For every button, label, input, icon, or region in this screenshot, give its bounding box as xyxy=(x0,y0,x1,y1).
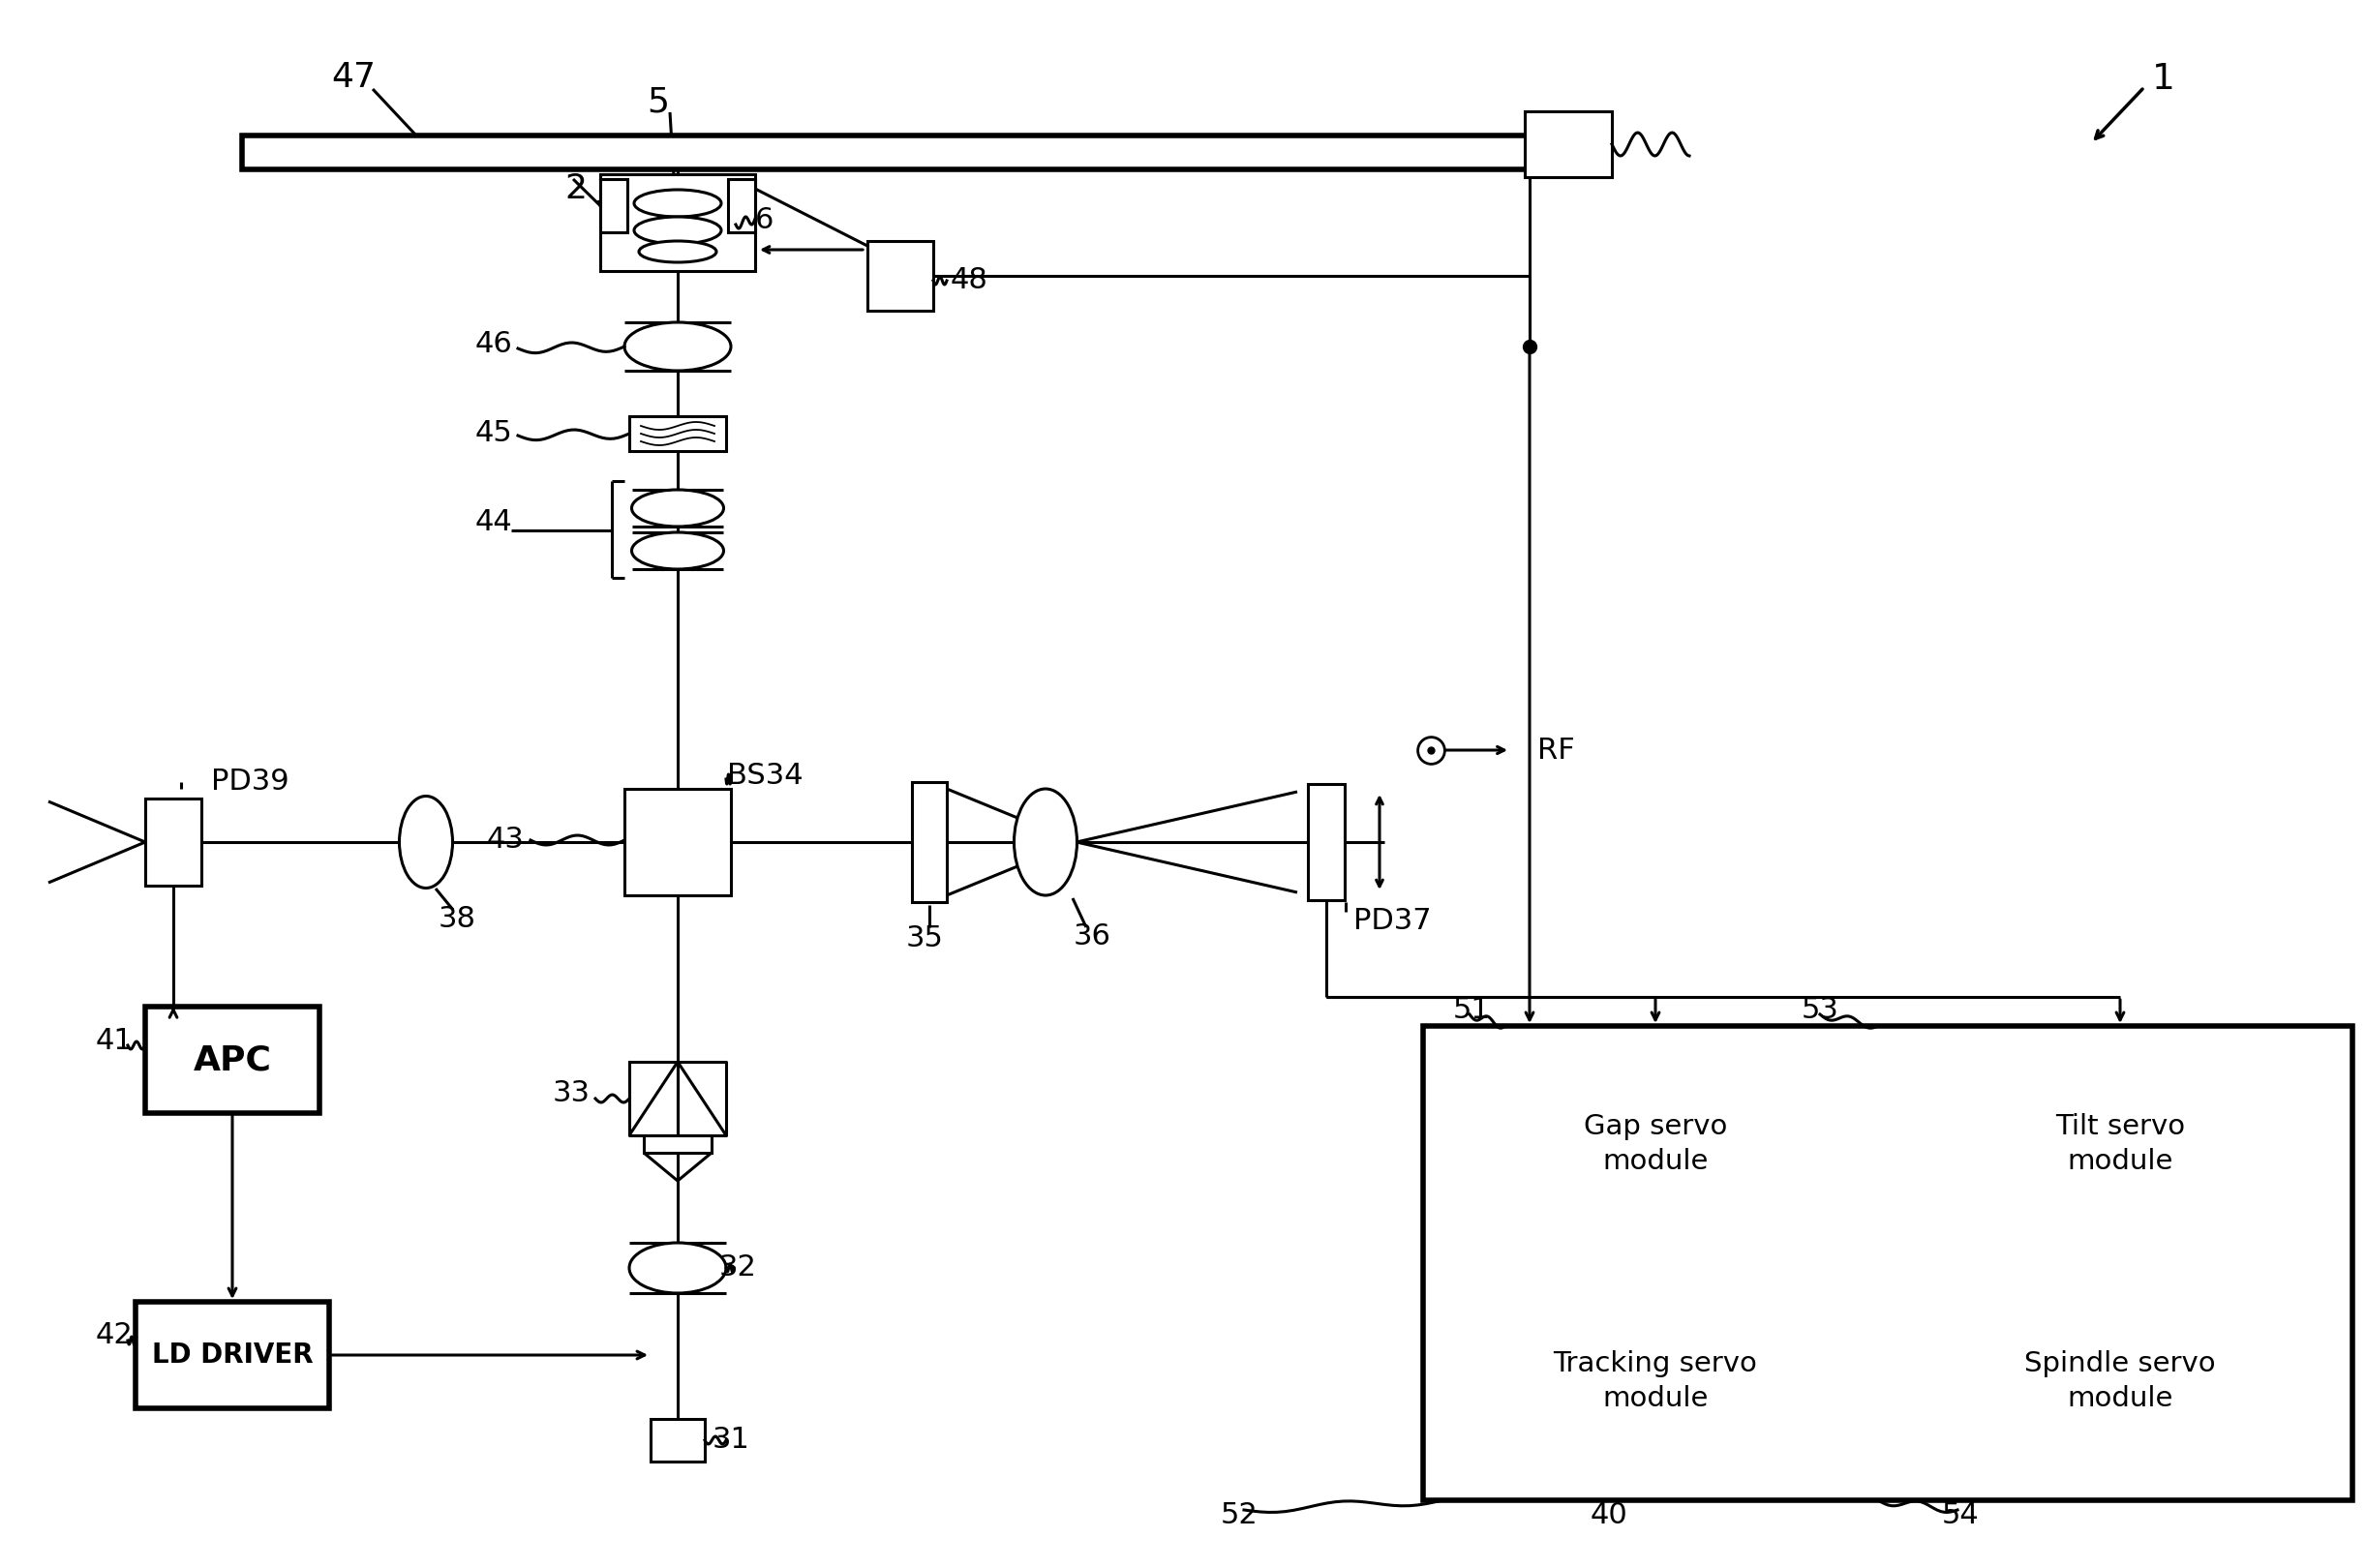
Text: Spindle servo: Spindle servo xyxy=(2025,1350,2217,1377)
Text: 47: 47 xyxy=(331,61,376,94)
Text: 6: 6 xyxy=(755,207,774,235)
Text: 48: 48 xyxy=(951,267,989,295)
Text: Tilt servo: Tilt servo xyxy=(2056,1113,2186,1140)
Text: 54: 54 xyxy=(1942,1501,1978,1529)
Text: 33: 33 xyxy=(551,1080,589,1107)
Text: 40: 40 xyxy=(1590,1501,1628,1529)
Text: 32: 32 xyxy=(719,1254,757,1283)
Ellipse shape xyxy=(639,241,717,262)
Ellipse shape xyxy=(634,190,722,216)
Text: 35: 35 xyxy=(906,925,944,953)
Bar xyxy=(1422,1025,2352,1501)
Text: 5: 5 xyxy=(648,85,670,118)
Text: PD39: PD39 xyxy=(211,768,289,797)
Text: 1: 1 xyxy=(2153,63,2174,97)
Bar xyxy=(1524,111,1611,177)
Text: APC: APC xyxy=(194,1043,272,1076)
Text: Gap servo: Gap servo xyxy=(1583,1113,1727,1140)
Ellipse shape xyxy=(625,323,731,370)
Text: 45: 45 xyxy=(476,419,513,447)
Text: Tracking servo: Tracking servo xyxy=(1554,1350,1758,1377)
Text: RF: RF xyxy=(1538,735,1576,764)
Bar xyxy=(1308,784,1344,900)
Ellipse shape xyxy=(634,216,722,245)
Text: 44: 44 xyxy=(476,508,513,536)
Bar xyxy=(651,1419,705,1461)
Bar xyxy=(625,789,731,895)
Bar xyxy=(729,179,755,232)
Text: LD DRIVER: LD DRIVER xyxy=(151,1342,312,1369)
Ellipse shape xyxy=(400,797,452,887)
Text: 51: 51 xyxy=(1453,996,1491,1024)
Bar xyxy=(601,179,627,232)
Bar xyxy=(629,416,726,452)
Text: 43: 43 xyxy=(487,825,525,853)
Text: 46: 46 xyxy=(476,329,513,358)
Text: module: module xyxy=(2068,1385,2172,1413)
Text: module: module xyxy=(1602,1385,1708,1413)
Text: 31: 31 xyxy=(712,1427,750,1454)
Ellipse shape xyxy=(632,533,724,569)
Text: 53: 53 xyxy=(1801,996,1838,1024)
Bar xyxy=(144,798,201,886)
Text: 42: 42 xyxy=(95,1322,132,1350)
Bar xyxy=(144,1007,319,1113)
Bar xyxy=(135,1301,329,1408)
Bar xyxy=(868,241,932,310)
Text: module: module xyxy=(1602,1148,1708,1174)
Bar xyxy=(601,174,755,271)
Text: 52: 52 xyxy=(1221,1501,1259,1529)
Text: PD37: PD37 xyxy=(1353,908,1431,936)
Text: 36: 36 xyxy=(1074,924,1110,950)
Text: 41: 41 xyxy=(95,1027,132,1055)
Bar xyxy=(241,135,1597,169)
Bar xyxy=(644,1135,712,1152)
Polygon shape xyxy=(47,801,144,883)
Text: module: module xyxy=(2068,1148,2172,1174)
Ellipse shape xyxy=(1015,789,1077,895)
Bar xyxy=(911,782,946,902)
Ellipse shape xyxy=(629,1243,726,1294)
Text: BS34: BS34 xyxy=(726,762,802,790)
Ellipse shape xyxy=(632,489,724,527)
Text: 38: 38 xyxy=(438,905,476,933)
Text: 2: 2 xyxy=(565,172,587,205)
